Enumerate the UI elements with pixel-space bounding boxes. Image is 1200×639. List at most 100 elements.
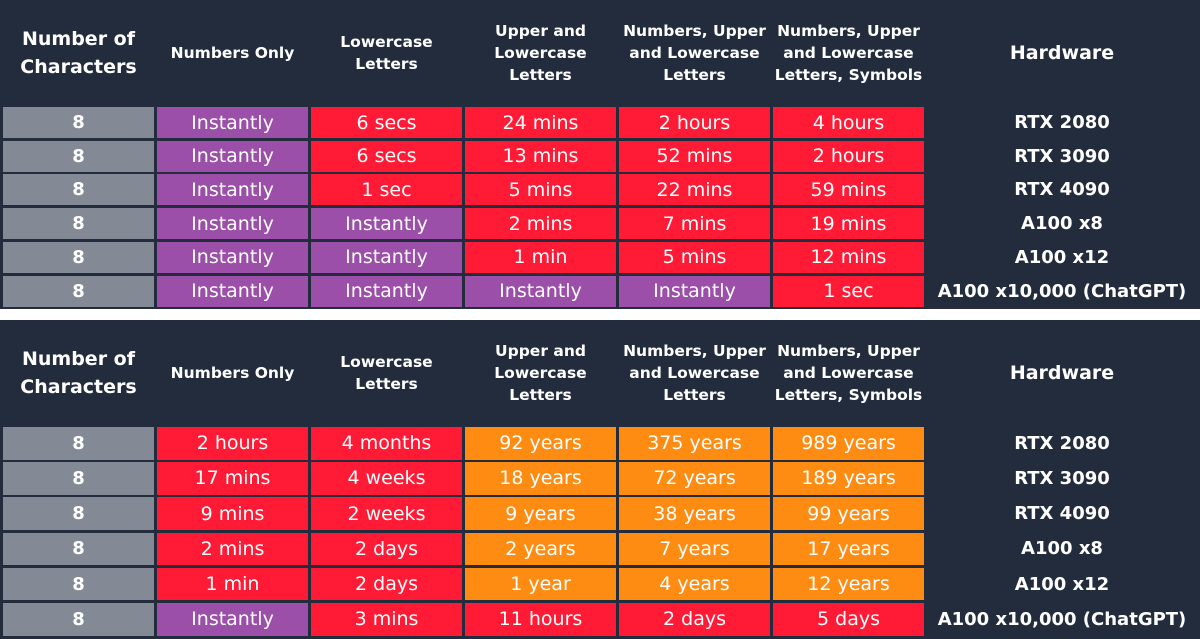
cell-crack-time: 375 years xyxy=(619,427,770,460)
header-numbers-upper-lowercase: Numbers, Upper and Lowercase Letters xyxy=(623,342,766,404)
cell-crack-time: Instantly xyxy=(157,208,308,240)
cell-crack-time: 2 hours xyxy=(619,107,770,138)
cell-crack-time: 9 mins xyxy=(157,497,308,530)
cell-crack-time: 2 hours xyxy=(157,427,308,460)
cell-crack-time: Instantly xyxy=(157,174,308,206)
cell-crack-time: Instantly xyxy=(311,208,462,240)
cell-crack-time: 1 min xyxy=(465,241,616,273)
cell-crack-time: 19 mins xyxy=(773,208,924,240)
cell-crack-time: 6 secs xyxy=(311,140,462,172)
cell-crack-time: 5 mins xyxy=(465,174,616,206)
cell-character-count: 8 xyxy=(3,567,154,601)
cell-crack-time: Instantly xyxy=(619,275,770,307)
header-numbers-upper-lowercase-symbols: Numbers, Upper and Lowercase Letters, Symb… xyxy=(774,342,923,404)
cell-crack-time: 5 days xyxy=(773,603,924,636)
cell-crack-time: 59 mins xyxy=(773,174,924,206)
cell-character-count: 8 xyxy=(3,603,154,636)
cell-crack-time: 18 years xyxy=(465,462,616,495)
time-table-bottom: Number of Characters Numbers Only Lowercase… xyxy=(0,320,1200,639)
cell-crack-time: 3 mins xyxy=(311,603,462,636)
cell-crack-time: 52 mins xyxy=(619,140,770,172)
cell-crack-time: 12 years xyxy=(773,567,924,601)
cell-character-count: 8 xyxy=(3,208,154,240)
header-lowercase-letters: Lowercase Letters xyxy=(340,33,433,73)
header-numbers-only: Numbers Only xyxy=(170,364,295,382)
cell-crack-time: Instantly xyxy=(157,107,308,138)
cell-character-count: 8 xyxy=(3,462,154,495)
cell-crack-time: Instantly xyxy=(465,275,616,307)
cell-crack-time: 72 years xyxy=(619,462,770,495)
time-table-top: Number of Characters Numbers Only Lowercase… xyxy=(0,0,1200,309)
header-numbers-upper-lowercase-symbols: Numbers, Upper and Lowercase Letters, Symb… xyxy=(774,22,923,84)
cell-crack-time: Instantly xyxy=(311,241,462,273)
cell-hardware: A100 x12 xyxy=(1014,246,1110,268)
header-upper-and-lowercase: Upper and Lowercase Letters xyxy=(494,342,587,404)
cell-crack-time: Instantly xyxy=(157,603,308,636)
cell-crack-time: 989 years xyxy=(773,427,924,460)
header-upper-and-lowercase: Upper and Lowercase Letters xyxy=(494,22,587,84)
cell-crack-time: 4 hours xyxy=(773,107,924,138)
header-lowercase-letters: Lowercase Letters xyxy=(340,353,433,393)
cell-character-count: 8 xyxy=(3,107,154,138)
cell-crack-time: 2 mins xyxy=(465,208,616,240)
cell-crack-time: Instantly xyxy=(157,241,308,273)
cell-character-count: 8 xyxy=(3,427,154,460)
cell-crack-time: 9 years xyxy=(465,497,616,530)
cell-crack-time: 11 hours xyxy=(465,603,616,636)
cell-crack-time: 38 years xyxy=(619,497,770,530)
cell-hardware: RTX 3090 xyxy=(1014,145,1110,167)
cell-hardware: A100 x8 xyxy=(1021,213,1103,235)
cell-crack-time: 2 mins xyxy=(157,532,308,566)
cell-crack-time: 17 years xyxy=(773,532,924,566)
header-numbers-upper-lowercase: Numbers, Upper and Lowercase Letters xyxy=(623,22,766,84)
cell-crack-time: 7 mins xyxy=(619,208,770,240)
cell-crack-time: 2 days xyxy=(311,532,462,566)
cell-hardware: A100 x8 xyxy=(1021,538,1103,560)
cell-character-count: 8 xyxy=(3,497,154,530)
header-hardware: Hardware xyxy=(1009,42,1115,64)
cell-character-count: 8 xyxy=(3,275,154,307)
header-number-of-characters: Number of Characters xyxy=(20,28,137,78)
cell-hardware: RTX 4090 xyxy=(1014,179,1110,201)
cell-hardware: A100 x10,000 (ChatGPT) xyxy=(937,280,1187,302)
header-numbers-only: Numbers Only xyxy=(170,44,295,62)
cell-hardware: RTX 4090 xyxy=(1014,503,1110,525)
cell-crack-time: 2 days xyxy=(311,567,462,601)
cell-character-count: 8 xyxy=(3,532,154,566)
cell-crack-time: 12 mins xyxy=(773,241,924,273)
cell-crack-time: 189 years xyxy=(773,462,924,495)
cell-crack-time: Instantly xyxy=(157,140,308,172)
cell-crack-time: 2 days xyxy=(619,603,770,636)
cell-crack-time: Instantly xyxy=(311,275,462,307)
cell-hardware: A100 x12 xyxy=(1014,573,1110,595)
cell-crack-time: 4 years xyxy=(619,567,770,601)
cell-crack-time: 1 sec xyxy=(311,174,462,206)
cell-hardware: RTX 2080 xyxy=(1014,432,1110,454)
cell-character-count: 8 xyxy=(3,174,154,206)
cell-crack-time: 1 min xyxy=(157,567,308,601)
cell-crack-time: 5 mins xyxy=(619,241,770,273)
cell-crack-time: 22 mins xyxy=(619,174,770,206)
cell-crack-time: 1 sec xyxy=(773,275,924,307)
header-number-of-characters: Number of Characters xyxy=(20,348,137,398)
cell-hardware: A100 x10,000 (ChatGPT) xyxy=(937,608,1187,630)
cell-character-count: 8 xyxy=(3,140,154,172)
cell-character-count: 8 xyxy=(3,241,154,273)
cell-crack-time: 7 years xyxy=(619,532,770,566)
header-hardware: Hardware xyxy=(1009,362,1115,384)
cell-crack-time: 6 secs xyxy=(311,107,462,138)
cell-crack-time: 13 mins xyxy=(465,140,616,172)
cell-crack-time: 2 years xyxy=(465,532,616,566)
cell-crack-time: 1 year xyxy=(465,567,616,601)
cell-crack-time: 92 years xyxy=(465,427,616,460)
cell-hardware: RTX 2080 xyxy=(1014,112,1110,133)
cell-crack-time: 24 mins xyxy=(465,107,616,138)
cell-crack-time: 2 hours xyxy=(773,140,924,172)
cell-crack-time: Instantly xyxy=(157,275,308,307)
cell-crack-time: 99 years xyxy=(773,497,924,530)
cell-crack-time: 4 months xyxy=(311,427,462,460)
cell-hardware: RTX 3090 xyxy=(1014,467,1110,489)
cell-crack-time: 2 weeks xyxy=(311,497,462,530)
cell-crack-time: 4 weeks xyxy=(311,462,462,495)
cell-crack-time: 17 mins xyxy=(157,462,308,495)
